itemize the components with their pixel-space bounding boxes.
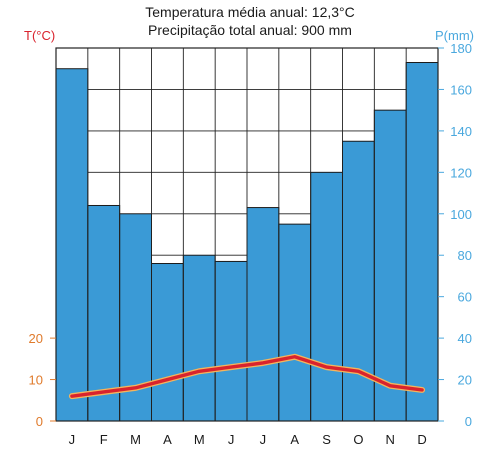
x-tick-label: S [322, 432, 331, 447]
temperature-line [68, 353, 426, 400]
precip-bar-11 [373, 109, 407, 422]
right-tick-label: 80 [458, 248, 472, 263]
right-tick-label: 60 [458, 290, 472, 305]
right-tick-label: 180 [450, 41, 472, 56]
right-tick-label: 0 [465, 414, 472, 429]
x-tick-label: O [353, 432, 363, 447]
precipitation-axis-label: P(mm) [435, 28, 474, 43]
plot-frame [55, 47, 439, 422]
right-axis: 0 20 40 60 80 100 120 140 160 180 [438, 41, 472, 429]
precip-bar-6 [214, 260, 248, 422]
right-tick-label: 40 [458, 331, 472, 346]
left-tick-label: 10 [29, 373, 43, 388]
right-tick-label: 120 [450, 165, 472, 180]
left-axis: 0 10 20 [29, 331, 56, 429]
x-tick-label: A [163, 432, 172, 447]
chart-title-temperature: Temperatura média anual: 12,3°C [145, 4, 355, 20]
temperature-line-path [70, 355, 424, 398]
x-tick-label: J [69, 432, 76, 447]
right-tick-label: 20 [458, 373, 472, 388]
x-tick-label: N [386, 432, 395, 447]
right-tick-label: 160 [450, 82, 472, 97]
precip-bar-1 [55, 68, 89, 422]
x-tick-label: D [417, 432, 426, 447]
right-tick-label: 100 [450, 207, 472, 222]
x-tick-label: M [194, 432, 205, 447]
precip-bar-4 [151, 263, 184, 422]
right-tick-label: 140 [450, 124, 472, 139]
grid-lines [87, 48, 407, 421]
temperature-axis-label: T(°C) [24, 28, 55, 43]
precip-bar-9 [310, 171, 343, 422]
left-tick-label: 0 [36, 414, 43, 429]
precip-bar-12 [405, 62, 439, 422]
x-tick-label: J [260, 432, 267, 447]
precip-bar-5 [182, 254, 216, 422]
x-tick-label: A [290, 432, 299, 447]
precip-bar-7 [246, 207, 280, 422]
chart-title-precipitation: Precipitação total anual: 900 mm [148, 22, 352, 38]
precip-bar-8 [278, 223, 312, 422]
x-tick-label: M [130, 432, 141, 447]
left-tick-label: 20 [29, 331, 43, 346]
x-tick-label: J [228, 432, 235, 447]
x-tick-label: F [100, 432, 108, 447]
